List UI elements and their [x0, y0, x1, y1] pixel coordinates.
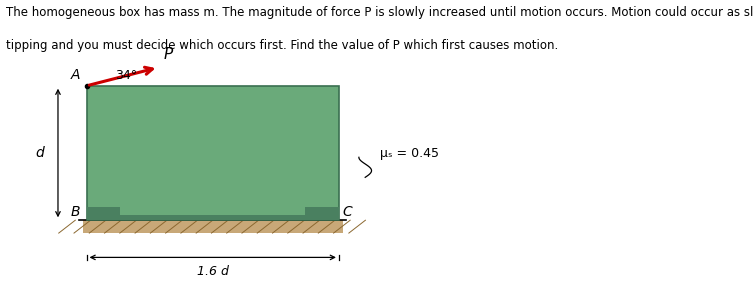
- Text: d: d: [35, 146, 44, 160]
- Bar: [87, 86, 339, 220]
- Text: A: A: [71, 67, 81, 82]
- Text: 34°: 34°: [115, 69, 137, 82]
- Text: tipping and you must decide which occurs first. Find the value of P which first : tipping and you must decide which occurs…: [6, 39, 558, 51]
- Text: μₛ = 0.45: μₛ = 0.45: [380, 146, 439, 160]
- Text: B: B: [71, 205, 81, 219]
- Bar: [87, 207, 120, 220]
- Text: P: P: [163, 47, 173, 62]
- Text: The homogeneous box has mass m. The magnitude of force P is slowly increased unt: The homogeneous box has mass m. The magn…: [6, 6, 753, 19]
- Bar: [87, 215, 339, 220]
- Text: C: C: [343, 205, 352, 219]
- Text: 1.6 d: 1.6 d: [197, 265, 229, 277]
- Bar: [305, 207, 339, 220]
- Bar: [83, 220, 343, 233]
